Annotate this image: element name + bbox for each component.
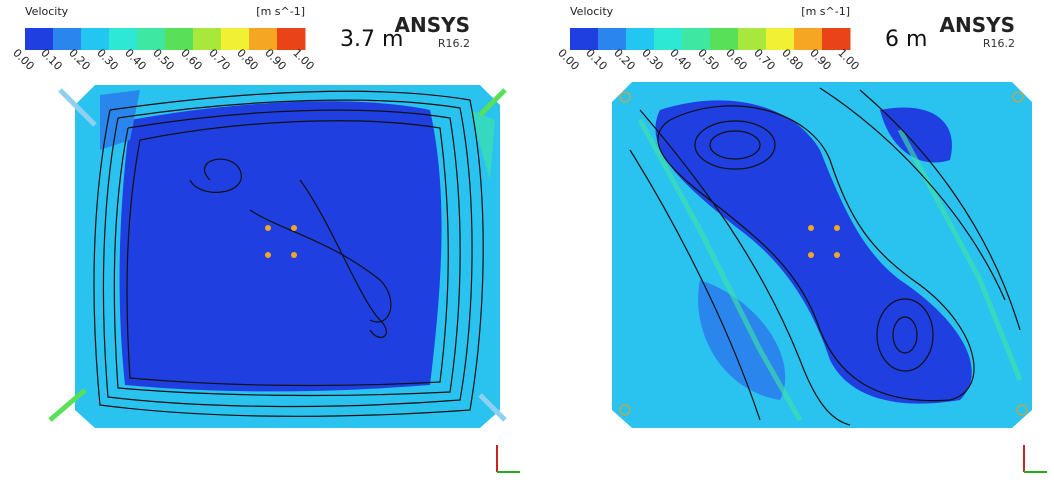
colorbar-tick-label: 0.20 bbox=[66, 46, 93, 73]
colorbar-tick-label: 0.60 bbox=[723, 46, 750, 73]
colorbar-tick-label: 0.10 bbox=[583, 46, 610, 73]
brand: ANSYS bbox=[939, 13, 1015, 37]
version: R16.2 bbox=[438, 37, 470, 50]
colorbar-tick-label: 0.00 bbox=[10, 46, 37, 73]
version: R16.2 bbox=[983, 37, 1015, 50]
colorbar-tick-label: 0.80 bbox=[779, 46, 806, 73]
colorbar-tick-label: 0.50 bbox=[695, 46, 722, 73]
colorbar-tick-label: 1.00 bbox=[835, 46, 862, 73]
colorbar-tick-label: 0.30 bbox=[639, 46, 666, 73]
colorbar-tick-label: 0.70 bbox=[751, 46, 778, 73]
colorbar-tick-label: 0.40 bbox=[667, 46, 694, 73]
colorbar-tick-label: 0.70 bbox=[206, 46, 233, 73]
colorbar-tick-label: 0.90 bbox=[262, 46, 289, 73]
depth-label: 6 m bbox=[885, 27, 927, 52]
figure: Velocity[m s^-1]0.000.100.200.300.400.50… bbox=[0, 0, 1054, 488]
colorbar-tick-label: 0.80 bbox=[234, 46, 261, 73]
colorbar-tick-label: 0.50 bbox=[150, 46, 177, 73]
colorbar-tick-label: 0.90 bbox=[807, 46, 834, 73]
legend-title: Velocity bbox=[25, 5, 69, 18]
flow-domain-left bbox=[50, 85, 520, 472]
legend-title: Velocity bbox=[570, 5, 614, 18]
legend-unit: [m s^-1] bbox=[801, 5, 850, 18]
brand: ANSYS bbox=[394, 13, 470, 37]
colorbar-tick-label: 0.30 bbox=[94, 46, 121, 73]
colorbar-tick-label: 1.00 bbox=[290, 46, 317, 73]
colorbar-tick-label: 0.60 bbox=[178, 46, 205, 73]
flow-domain-right bbox=[612, 82, 1047, 472]
legend-unit: [m s^-1] bbox=[256, 5, 305, 18]
colorbar-tick-label: 0.00 bbox=[555, 46, 582, 73]
colorbar-tick-label: 0.10 bbox=[38, 46, 65, 73]
colorbar-tick-label: 0.20 bbox=[611, 46, 638, 73]
colorbar-tick-label: 0.40 bbox=[122, 46, 149, 73]
